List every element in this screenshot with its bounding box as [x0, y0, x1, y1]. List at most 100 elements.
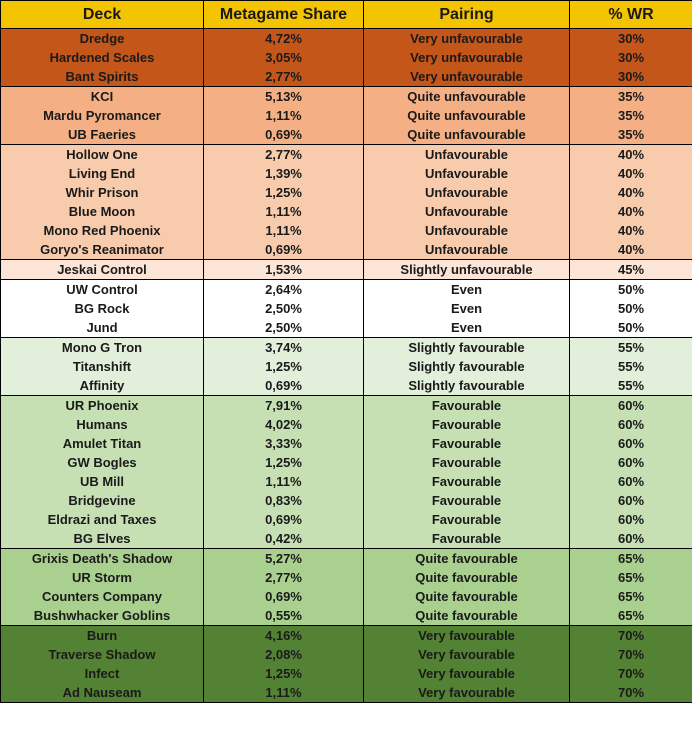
metagame-share-cell: 7,91%: [203, 395, 364, 415]
table-row: KCI 5,13% Quite unfavourable 35%: [0, 86, 692, 106]
win-rate-cell: 70%: [569, 683, 692, 703]
pairing-cell: Favourable: [363, 491, 570, 510]
metagame-share-cell: 1,11%: [203, 472, 364, 491]
win-rate-cell: 50%: [569, 279, 692, 299]
table-row: Ad Nauseam 1,11% Very favourable 70%: [0, 683, 692, 703]
table-row: Mardu Pyromancer 1,11% Quite unfavourable 3…: [0, 106, 692, 125]
win-rate-cell: 60%: [569, 453, 692, 472]
deck-name-cell: UW Control: [0, 279, 204, 299]
table-row: Affinity 0,69% Slightly favourable 55%: [0, 376, 692, 396]
table-row: Blue Moon 1,11% Unfavourable 40%: [0, 202, 692, 221]
win-rate-cell: 40%: [569, 183, 692, 202]
table-row: UW Control 2,64% Even 50%: [0, 279, 692, 299]
metagame-share-cell: 1,25%: [203, 664, 364, 683]
pairing-cell: Very favourable: [363, 683, 570, 703]
pairing-cell: Even: [363, 279, 570, 299]
win-rate-cell: 55%: [569, 376, 692, 396]
win-rate-cell: 65%: [569, 548, 692, 568]
pairing-cell: Slightly favourable: [363, 376, 570, 396]
deck-name-cell: Burn: [0, 625, 204, 645]
pairing-cell: Unfavourable: [363, 221, 570, 240]
pairing-cell: Quite unfavourable: [363, 86, 570, 106]
win-rate-cell: 40%: [569, 164, 692, 183]
table-row: Mono G Tron 3,74% Slightly favourable 55%: [0, 337, 692, 357]
pairing-cell: Quite favourable: [363, 587, 570, 606]
metagame-share-cell: 0,69%: [203, 376, 364, 396]
pairing-cell: Slightly unfavourable: [363, 259, 570, 280]
header-deck: Deck: [0, 0, 204, 29]
pairing-cell: Favourable: [363, 529, 570, 549]
deck-name-cell: UB Mill: [0, 472, 204, 491]
pairing-cell: Favourable: [363, 472, 570, 491]
pairing-cell: Quite unfavourable: [363, 106, 570, 125]
deck-name-cell: Whir Prison: [0, 183, 204, 202]
pairing-cell: Slightly favourable: [363, 357, 570, 376]
deck-name-cell: Jund: [0, 318, 204, 338]
table-row: Humans 4,02% Favourable 60%: [0, 415, 692, 434]
table-row: Bushwhacker Goblins 0,55% Quite favourable…: [0, 606, 692, 626]
table-row: Mono Red Phoenix 1,11% Unfavourable 40%: [0, 221, 692, 240]
win-rate-cell: 50%: [569, 299, 692, 318]
deck-name-cell: UB Faeries: [0, 125, 204, 145]
table-row: UB Faeries 0,69% Quite unfavourable 35%: [0, 125, 692, 145]
metagame-share-cell: 0,69%: [203, 125, 364, 145]
metagame-share-cell: 1,25%: [203, 357, 364, 376]
win-rate-cell: 60%: [569, 395, 692, 415]
pairing-cell: Quite favourable: [363, 548, 570, 568]
win-rate-cell: 60%: [569, 434, 692, 453]
table-row: UR Phoenix 7,91% Favourable 60%: [0, 395, 692, 415]
win-rate-cell: 70%: [569, 664, 692, 683]
pairing-cell: Quite favourable: [363, 568, 570, 587]
deck-name-cell: Eldrazi and Taxes: [0, 510, 204, 529]
metagame-share-cell: 1,11%: [203, 106, 364, 125]
deck-name-cell: Hollow One: [0, 144, 204, 164]
deck-name-cell: Mono Red Phoenix: [0, 221, 204, 240]
table-row: Whir Prison 1,25% Unfavourable 40%: [0, 183, 692, 202]
metagame-share-cell: 1,39%: [203, 164, 364, 183]
deck-name-cell: Bushwhacker Goblins: [0, 606, 204, 626]
deck-name-cell: Titanshift: [0, 357, 204, 376]
win-rate-cell: 40%: [569, 202, 692, 221]
deck-name-cell: Mardu Pyromancer: [0, 106, 204, 125]
pairing-cell: Unfavourable: [363, 144, 570, 164]
metagame-share-cell: 2,50%: [203, 299, 364, 318]
win-rate-cell: 40%: [569, 221, 692, 240]
pairing-cell: Even: [363, 318, 570, 338]
win-rate-cell: 65%: [569, 606, 692, 626]
header-win-rate: % WR: [569, 0, 692, 29]
deck-name-cell: UR Phoenix: [0, 395, 204, 415]
metagame-share-cell: 1,25%: [203, 453, 364, 472]
pairing-cell: Favourable: [363, 510, 570, 529]
deck-name-cell: BG Rock: [0, 299, 204, 318]
win-rate-cell: 35%: [569, 86, 692, 106]
pairing-cell: Favourable: [363, 434, 570, 453]
pairing-cell: Favourable: [363, 453, 570, 472]
metagame-share-cell: 2,77%: [203, 67, 364, 87]
deck-name-cell: Hardened Scales: [0, 48, 204, 67]
pairing-cell: Unfavourable: [363, 240, 570, 260]
table-row: UB Mill 1,11% Favourable 60%: [0, 472, 692, 491]
deck-name-cell: Living End: [0, 164, 204, 183]
table-header: Deck Metagame Share Pairing % WR: [0, 0, 692, 29]
table-row: Burn 4,16% Very favourable 70%: [0, 625, 692, 645]
deck-name-cell: Humans: [0, 415, 204, 434]
win-rate-cell: 60%: [569, 491, 692, 510]
pairing-cell: Even: [363, 299, 570, 318]
table-row: Jeskai Control 1,53% Slightly unfavourable…: [0, 259, 692, 280]
header-pairing: Pairing: [363, 0, 570, 29]
metagame-share-cell: 2,77%: [203, 144, 364, 164]
table-row: BG Elves 0,42% Favourable 60%: [0, 529, 692, 549]
metagame-share-cell: 5,27%: [203, 548, 364, 568]
win-rate-cell: 30%: [569, 28, 692, 48]
win-rate-cell: 60%: [569, 529, 692, 549]
table-row: Titanshift 1,25% Slightly favourable 55%: [0, 357, 692, 376]
table-row: Dredge 4,72% Very unfavourable 30%: [0, 28, 692, 48]
table-row: Hollow One 2,77% Unfavourable 40%: [0, 144, 692, 164]
deck-name-cell: BG Elves: [0, 529, 204, 549]
table-row: Infect 1,25% Very favourable 70%: [0, 664, 692, 683]
table-row: Goryo's Reanimator 0,69% Unfavourable 40%: [0, 240, 692, 260]
table-row: Living End 1,39% Unfavourable 40%: [0, 164, 692, 183]
win-rate-cell: 65%: [569, 568, 692, 587]
win-rate-cell: 45%: [569, 259, 692, 280]
table-row: Eldrazi and Taxes 0,69% Favourable 60%: [0, 510, 692, 529]
